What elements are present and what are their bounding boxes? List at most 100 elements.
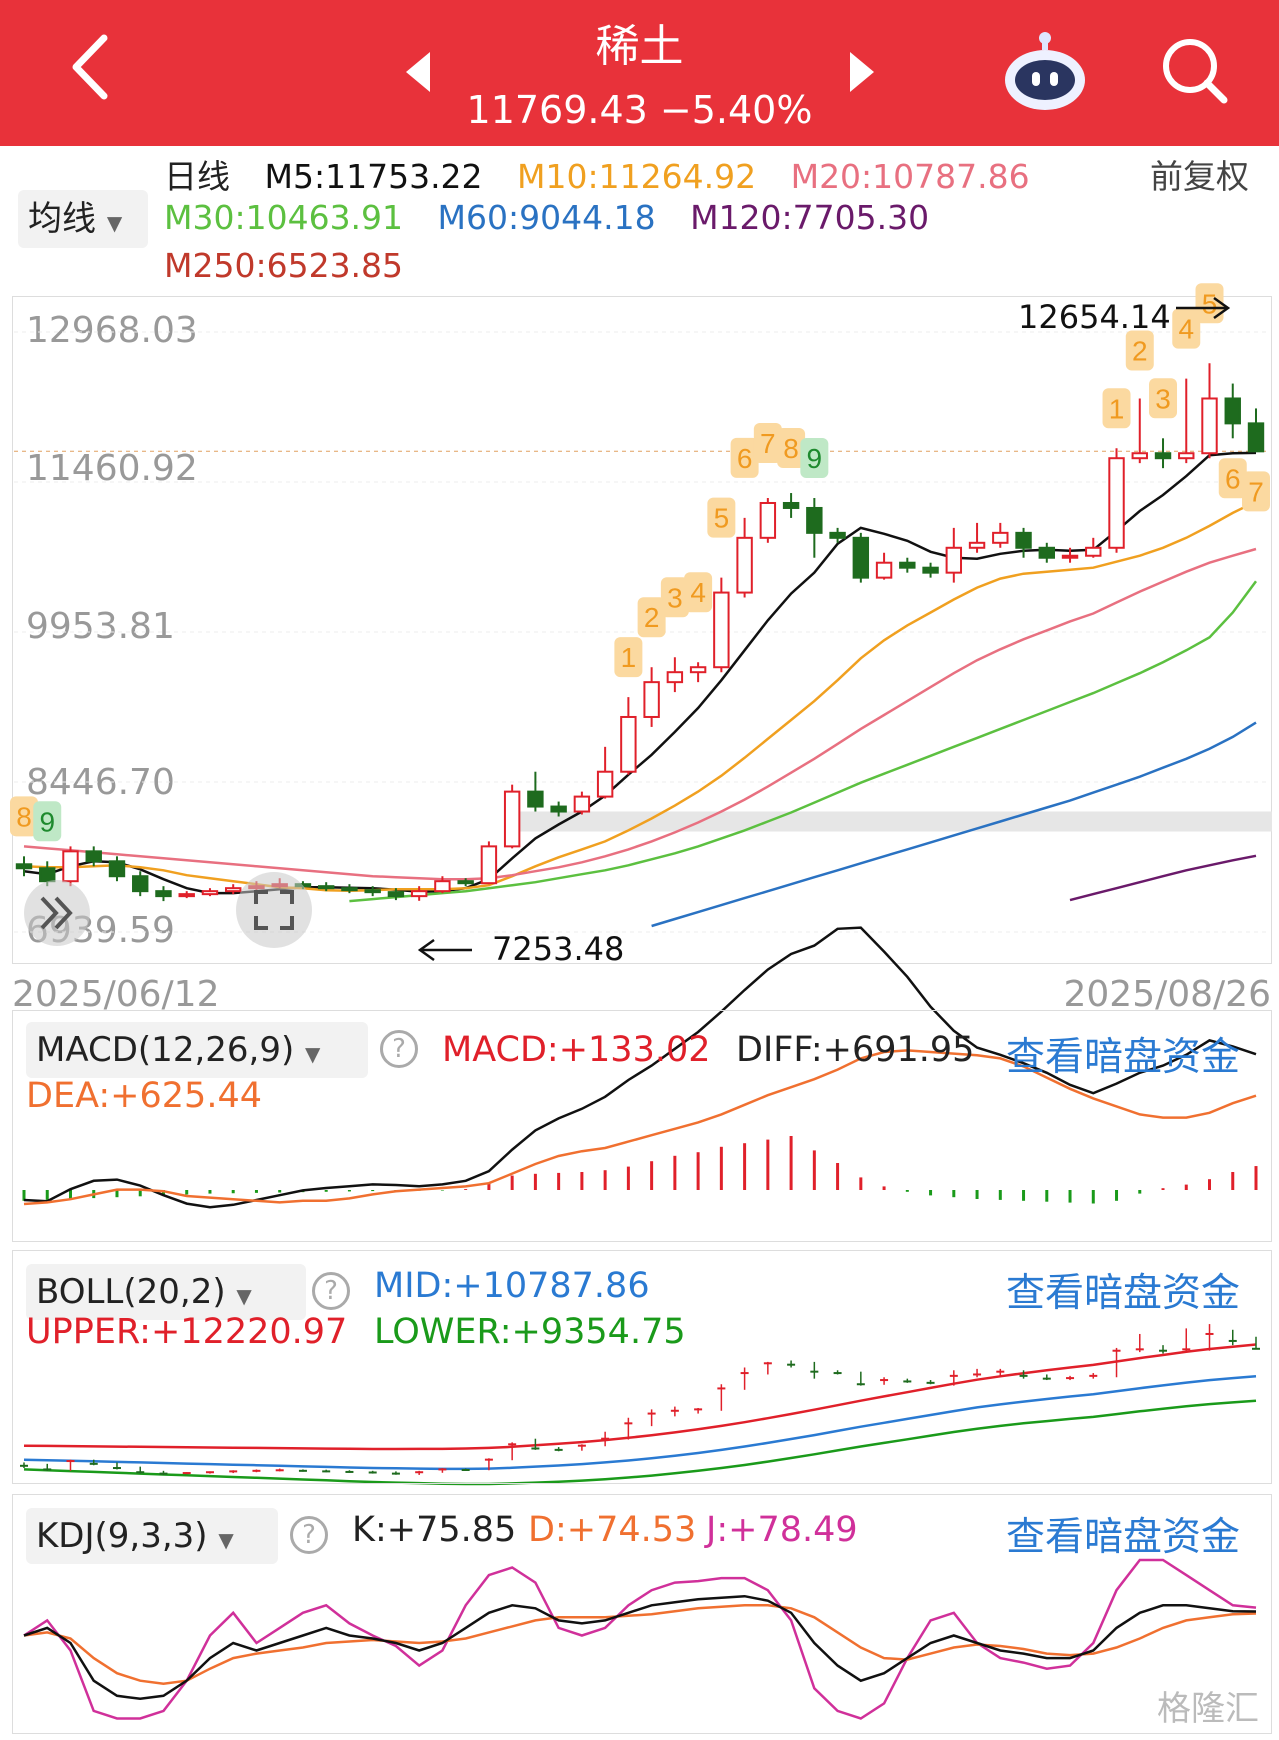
candle-body [875,561,893,579]
date-end: 2025/08/26 [1063,974,1272,1015]
td-label: 3 [667,582,683,613]
candle-body [550,805,567,813]
indicator-select[interactable]: 均线 ▼ [18,190,148,248]
help-icon[interactable]: ? [290,1516,328,1554]
dea-value: DEA:+625.44 [26,1076,262,1116]
kdj-j-line [23,1558,1257,1720]
candle-body [573,795,591,813]
candle-body [85,850,102,863]
td-label: 2 [1132,335,1148,366]
candle-body [434,880,451,893]
help-icon[interactable]: ? [312,1272,350,1310]
td-label: 5 [1202,288,1218,319]
td-label: 8 [783,433,799,464]
macd-select-label: MACD(12,26,9) [36,1030,295,1070]
dark-pool-link[interactable]: 查看暗盘资金 [1006,1515,1241,1560]
td-badge [707,497,736,538]
ma60-value: M60:9044.18 [437,198,656,237]
td-label: 9 [807,443,823,474]
candle-body [457,880,474,885]
dark-pool-link[interactable]: 查看暗盘资金 [1006,1271,1241,1316]
ma-line-m20 [23,547,1257,881]
robot-icon[interactable] [1000,30,1090,114]
ma-line-m60 [651,721,1257,928]
td-label: 1 [1109,393,1125,424]
td-badge [800,438,829,479]
candle-body [736,536,753,594]
candle-body [829,531,846,539]
td-badge [1195,283,1224,324]
dark-pool-link[interactable]: 查看暗盘资金 [1006,1035,1241,1080]
dropdown-caret-icon: ▼ [305,1042,321,1066]
dropdown-caret-icon: ▼ [236,1284,252,1308]
candle-body [713,591,730,669]
page-title: 稀土 [595,21,684,72]
candle-body [899,561,916,569]
y-tick-3: 9953.81 [26,606,175,647]
candle-body [364,889,381,894]
macd-select[interactable]: MACD(12,26,9) ▼ [26,1022,368,1078]
boll-upper-line [23,1343,1257,1451]
candle-body [1015,531,1032,549]
td-label: 6 [1225,463,1241,494]
candle-body [178,893,195,898]
ma-line-m10 [23,500,1257,892]
boll-panel [12,1250,1272,1484]
fullscreen-icon[interactable] [234,870,314,950]
candle-body [155,890,172,898]
high-arrow-head [1213,296,1231,320]
ma-row-2: M30:10463.91 M60:9044.18 M120:7705.30 [164,198,953,237]
y-tick-1: 12968.03 [26,310,198,351]
dropdown-caret-icon: ▼ [218,1528,234,1552]
candle-body [108,860,126,878]
candle-body [1178,452,1195,460]
candle-body [1038,546,1055,559]
td-badge [730,437,759,478]
adjust-label[interactable]: 前复权 [1150,157,1249,196]
td-badge [33,801,62,842]
candle-body [62,850,79,883]
index-quote: 11769.43 −5.40% [466,88,813,132]
diff-value: DIFF:+691.95 [736,1030,975,1070]
macd-value: MACD:+133.02 [442,1030,711,1070]
candle-body [643,681,660,718]
td-badge [10,796,38,837]
td-label: 5 [714,503,730,534]
td-label: 1 [621,642,637,673]
price-band [512,811,1272,832]
kdj-d-line [23,1604,1257,1685]
prev-arrow-icon[interactable] [404,50,434,94]
ma10-value: M10:11264.92 [517,157,757,196]
candle-body [1247,422,1265,453]
candle-body [341,887,358,892]
help-icon[interactable]: ? [380,1030,418,1068]
td-badge [753,423,782,464]
boll-mid-value: MID:+10787.86 [374,1266,650,1306]
boll-select[interactable]: BOLL(20,2) ▼ [26,1264,306,1320]
candle-body [1085,546,1102,557]
app-header: 稀土 11769.43 −5.40% [0,0,1279,146]
candle-body [480,845,498,885]
candle-body [666,671,684,684]
dropdown-caret-icon: ▼ [106,211,123,235]
ma5-value: M5:11753.22 [264,157,483,196]
macd-dea-line [23,1049,1257,1206]
boll-select-label: BOLL(20,2) [36,1272,226,1312]
td-badge [614,637,643,678]
search-icon[interactable] [1160,36,1230,106]
boll-mid-line [23,1374,1257,1471]
td-badge [1218,458,1247,499]
td-badge [637,597,666,638]
candle-body [1154,452,1172,460]
next-arrow-icon[interactable] [846,50,876,94]
candle-body [922,566,939,574]
expand-icon[interactable] [22,878,92,948]
boll-lower-line [23,1399,1257,1486]
ma30-value: M30:10463.91 [164,198,404,237]
kdj-select[interactable]: KDJ(9,3,3) ▼ [26,1508,278,1564]
period-label: 日线 [164,157,230,196]
kdj-j-value: J:+78.49 [706,1510,858,1550]
td-label: 4 [690,577,706,608]
back-icon[interactable] [64,32,120,102]
